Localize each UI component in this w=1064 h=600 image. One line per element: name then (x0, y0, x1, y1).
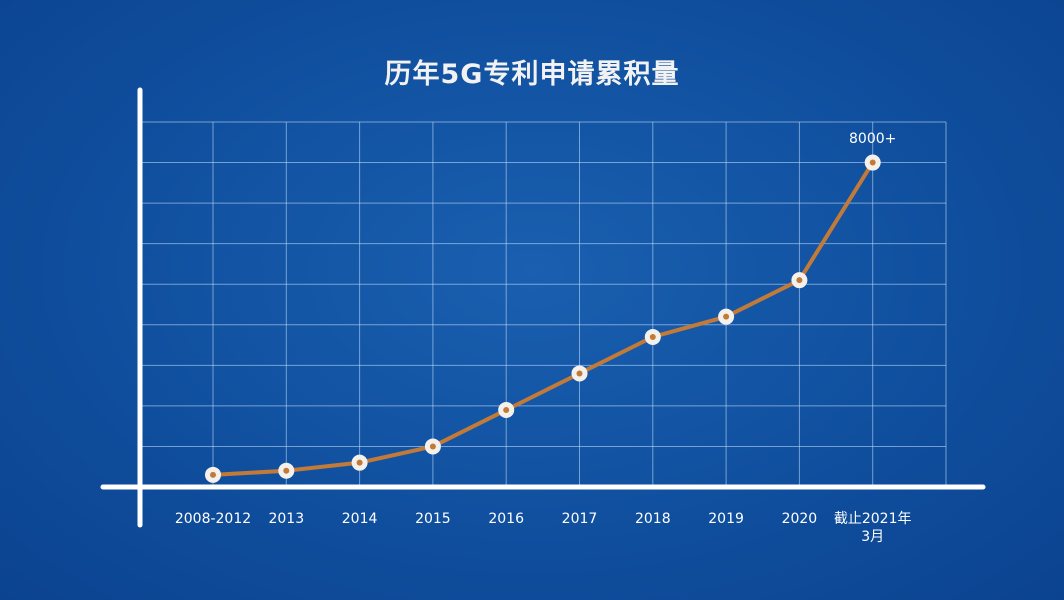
point-center (503, 406, 510, 413)
point-center (649, 333, 656, 340)
x-tick-label: 2013 (268, 511, 305, 527)
line (212, 161, 875, 477)
chart-title: 历年5G专利申请累积量 (384, 59, 680, 90)
point-center (210, 471, 216, 478)
point-center (869, 159, 876, 166)
x-tick-label: 2008-2012 (174, 511, 252, 527)
value-label: 8000+ (849, 130, 897, 147)
x-tick-label: 2014 (341, 511, 378, 527)
x-tick-label: 2019 (708, 511, 744, 527)
point-center (429, 443, 436, 450)
point-center (723, 313, 730, 320)
point-center (576, 370, 583, 377)
point-center (283, 467, 290, 474)
point-center (796, 277, 803, 284)
point-center (356, 459, 363, 466)
x-tick-label: 2017 (561, 511, 598, 527)
x-tick-label: 2015 (415, 511, 451, 527)
x-tick-label: 2018 (634, 511, 671, 527)
x-tick-label: 2020 (781, 511, 818, 527)
x-tick-label: 2016 (488, 511, 524, 527)
x-tick-label: 截止2021年 3月 (833, 511, 912, 545)
